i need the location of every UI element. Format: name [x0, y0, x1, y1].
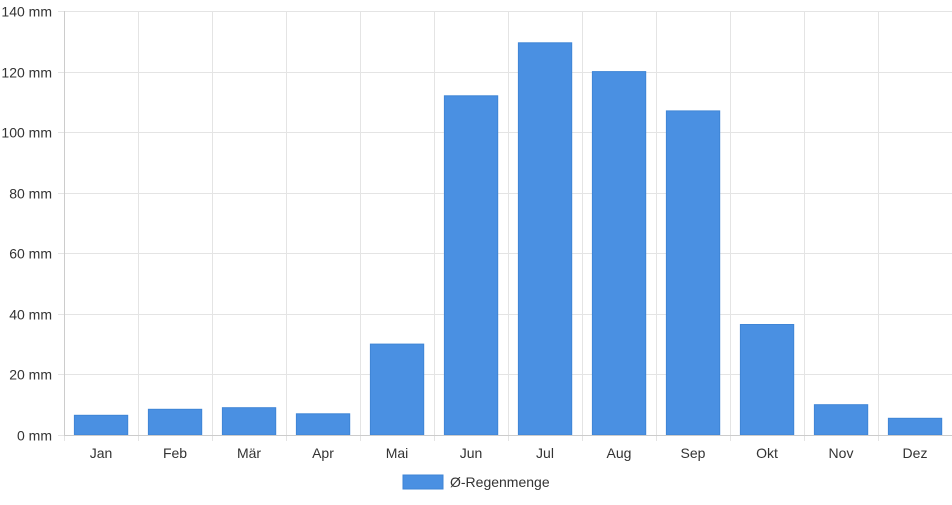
bar-jul[interactable]: [517, 42, 573, 436]
y-tick-label: 0 mm: [17, 428, 52, 444]
bar-mär[interactable]: [221, 407, 277, 436]
legend-label[interactable]: Ø-Regenmenge: [450, 474, 550, 490]
x-tick-label: Jan: [90, 445, 113, 461]
x-tick-label: Jul: [536, 445, 554, 461]
bar-okt[interactable]: [739, 324, 795, 436]
bar-mai[interactable]: [369, 343, 425, 436]
grid-lines: [58, 11, 952, 441]
y-tick-label: 40 mm: [9, 307, 52, 323]
y-tick-label: 60 mm: [9, 246, 52, 262]
x-tick-label: Mai: [386, 445, 409, 461]
x-tick-label: Apr: [312, 445, 334, 461]
y-tick-label: 20 mm: [9, 367, 52, 383]
x-tick-label: Feb: [163, 445, 187, 461]
x-tick-label: Sep: [681, 445, 706, 461]
x-tick-label: Jun: [460, 445, 483, 461]
y-tick-label: 80 mm: [9, 186, 52, 202]
bar-dez[interactable]: [887, 417, 943, 436]
bar-jan[interactable]: [73, 414, 129, 436]
y-tick-label: 100 mm: [1, 125, 52, 141]
x-tick-label: Dez: [903, 445, 928, 461]
x-tick-label: Aug: [607, 445, 632, 461]
x-tick-label: Nov: [829, 445, 854, 461]
bar-jun[interactable]: [443, 95, 499, 436]
legend[interactable]: Ø-Regenmenge: [402, 474, 550, 490]
x-tick-label: Okt: [756, 445, 778, 461]
bar-nov[interactable]: [813, 404, 869, 436]
y-tick-label: 120 mm: [1, 65, 52, 81]
x-tick-label: Mär: [237, 445, 261, 461]
y-axis: 0 mm 20 mm 40 mm 60 mm 80 mm 100 mm 120 mm 140 …: [1, 4, 65, 444]
y-tick-label: 140 mm: [1, 4, 52, 20]
bar-feb[interactable]: [147, 408, 203, 436]
bar-aug[interactable]: [591, 71, 647, 436]
bar-apr[interactable]: [295, 413, 351, 436]
x-axis: Jan Feb Mär Apr Mai Jun Jul Aug Sep Okt Nov Dez: [64, 435, 952, 461]
legend-swatch[interactable]: [402, 474, 444, 490]
bar-sep[interactable]: [665, 110, 721, 436]
